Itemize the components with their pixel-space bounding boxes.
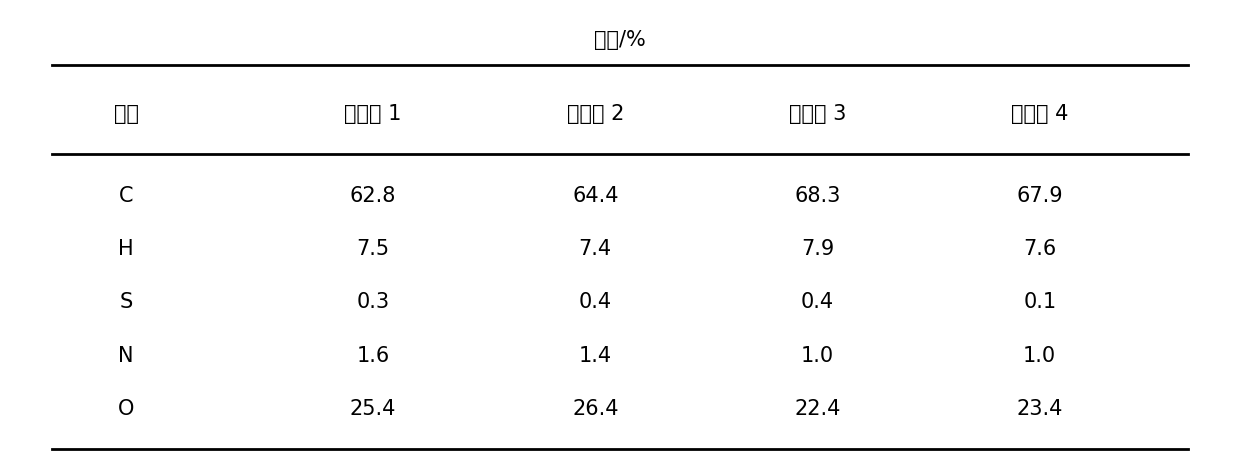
Text: 0.4: 0.4 (579, 292, 611, 313)
Text: 含量/%: 含量/% (594, 30, 646, 50)
Text: 1.4: 1.4 (579, 346, 611, 366)
Text: 67.9: 67.9 (1017, 186, 1063, 205)
Text: O: O (118, 399, 134, 419)
Text: H: H (118, 239, 134, 259)
Text: 64.4: 64.4 (572, 186, 619, 205)
Text: 1.0: 1.0 (1023, 346, 1056, 366)
Text: 0.1: 0.1 (1023, 292, 1056, 313)
Text: 22.4: 22.4 (795, 399, 841, 419)
Text: 0.4: 0.4 (801, 292, 835, 313)
Text: 实施例 1: 实施例 1 (345, 104, 402, 124)
Text: 25.4: 25.4 (350, 399, 397, 419)
Text: S: S (119, 292, 133, 313)
Text: 1.6: 1.6 (356, 346, 389, 366)
Text: 7.9: 7.9 (801, 239, 835, 259)
Text: 0.3: 0.3 (357, 292, 389, 313)
Text: 7.4: 7.4 (579, 239, 611, 259)
Text: 7.5: 7.5 (357, 239, 389, 259)
Text: C: C (119, 186, 134, 205)
Text: 项目: 项目 (114, 104, 139, 124)
Text: 23.4: 23.4 (1017, 399, 1063, 419)
Text: 1.0: 1.0 (801, 346, 835, 366)
Text: 实施例 3: 实施例 3 (789, 104, 846, 124)
Text: 实施例 2: 实施例 2 (567, 104, 624, 124)
Text: 7.6: 7.6 (1023, 239, 1056, 259)
Text: 68.3: 68.3 (795, 186, 841, 205)
Text: 实施例 4: 实施例 4 (1011, 104, 1069, 124)
Text: N: N (119, 346, 134, 366)
Text: 62.8: 62.8 (350, 186, 397, 205)
Text: 26.4: 26.4 (572, 399, 619, 419)
